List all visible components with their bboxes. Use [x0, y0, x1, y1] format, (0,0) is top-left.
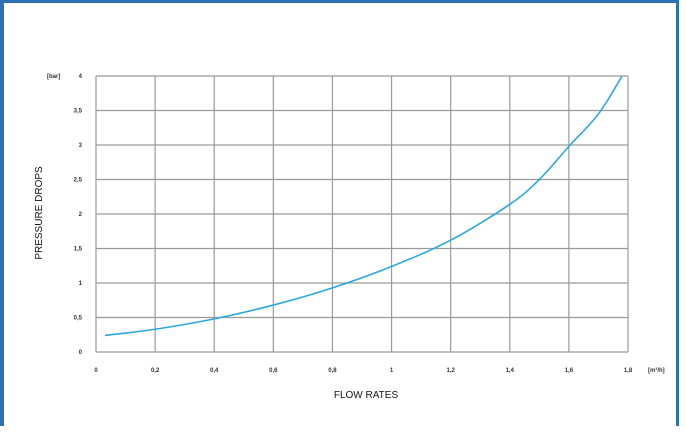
chart-frame	[0, 0, 679, 426]
y-tick-label: 3,5	[74, 109, 83, 115]
y-unit-label: [bar]	[47, 74, 60, 80]
x-tick-label: 0,8	[328, 368, 337, 374]
y-tick-label: 0,5	[74, 316, 83, 322]
x-tick-label: 1,6	[565, 368, 574, 374]
y-tick-label: 1	[79, 281, 83, 287]
x-tick-label: 1,2	[446, 368, 455, 374]
x-axis-title: FLOW RATES	[334, 390, 399, 401]
x-tick-label: 0	[94, 368, 98, 374]
x-tick-label: 0,6	[269, 368, 278, 374]
y-tick-label: 0	[79, 350, 83, 356]
y-tick-label: 4	[79, 74, 83, 80]
y-tick-label: 3	[79, 143, 83, 149]
x-tick-label: 1	[390, 368, 394, 374]
y-tick-label: 2	[79, 212, 83, 218]
x-tick-label: 0,4	[210, 368, 219, 374]
y-tick-label: 2,5	[74, 178, 83, 184]
y-tick-labels: 0 0,5 1 1,5 2 2,5 3 3,5 4	[74, 74, 83, 356]
y-tick-label: 1,5	[74, 247, 83, 253]
x-unit-label: [m³/h]	[648, 367, 665, 374]
y-axis-title: PRESSURE DROPS	[34, 166, 45, 260]
x-tick-label: 1,8	[624, 368, 633, 374]
series-line-0	[104, 75, 623, 337]
x-tick-label: 0,2	[151, 368, 160, 374]
series-layer	[104, 75, 623, 337]
x-tick-label: 1,4	[506, 368, 515, 374]
x-tick-labels: 0 0,2 0,4 0,6 0,8 1 1,2 1,4 1,6 1,8	[94, 368, 633, 374]
grid	[95, 75, 629, 353]
